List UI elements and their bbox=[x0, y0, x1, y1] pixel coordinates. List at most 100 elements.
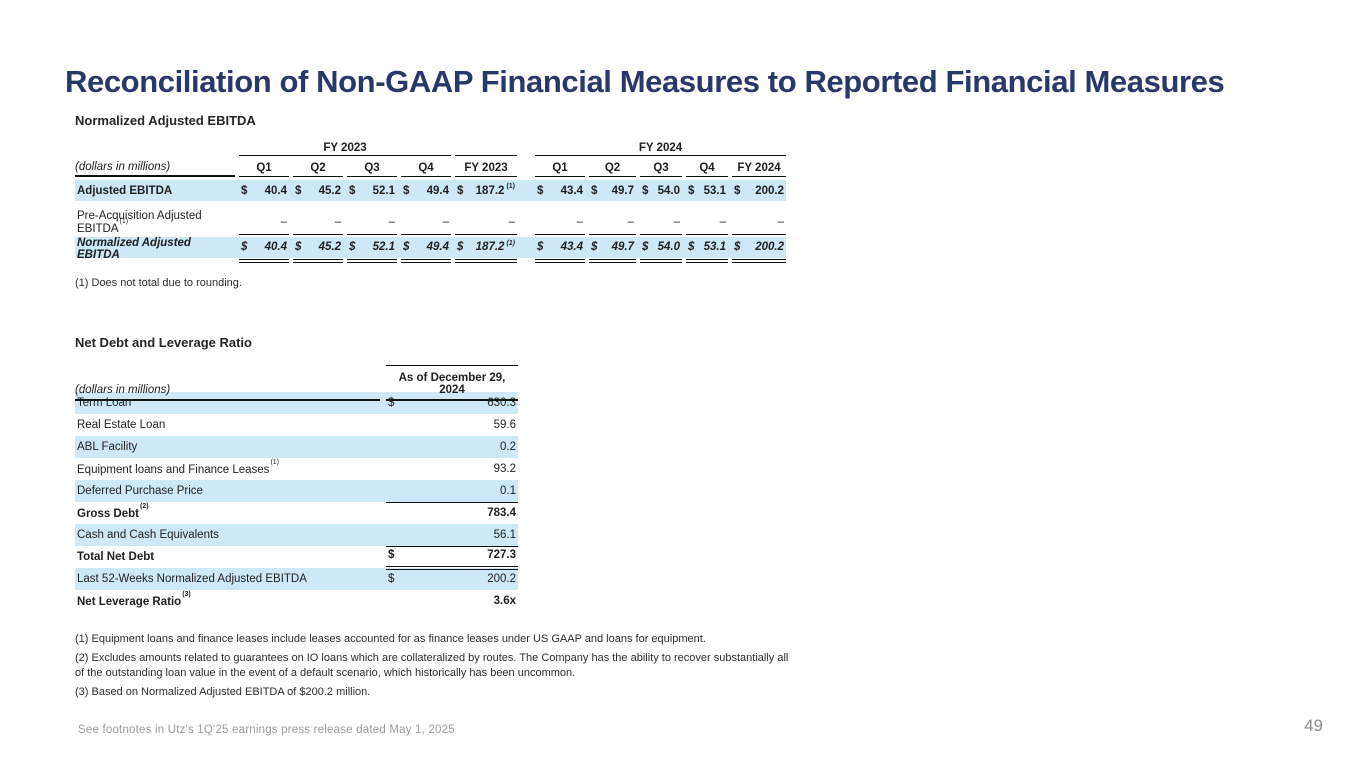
label-superscript: (1) bbox=[119, 218, 129, 225]
footnote-line: (3) Based on Normalized Adjusted EBITDA … bbox=[75, 686, 371, 698]
ebitda-footnote: (1) Does not total due to rounding. bbox=[75, 277, 242, 289]
table-cell: $52.1 bbox=[347, 235, 397, 263]
net-debt-table: (dollars in millions) As of December 29, … bbox=[75, 365, 518, 612]
table-cell: $49.4 bbox=[401, 180, 451, 201]
table-row: Normalized Adjusted EBITDA $40.4 $45.2 $52.… bbox=[75, 237, 786, 263]
units-label: (dollars in millions) bbox=[75, 384, 380, 401]
table-row: ABL Facility 0.2 bbox=[75, 436, 518, 458]
table-cell: $49.7 bbox=[589, 180, 636, 201]
row-label: ABL Facility bbox=[77, 441, 138, 453]
column-header: Q1 bbox=[239, 162, 289, 177]
cell-value: – bbox=[334, 215, 341, 228]
table-row: Deferred Purchase Price 0.1 bbox=[75, 480, 518, 503]
cell-value: 783.4 bbox=[487, 507, 516, 519]
row-label: Equipment loans and Finance Leases(1) bbox=[77, 458, 279, 476]
value-superscript: (1) bbox=[506, 239, 515, 247]
table-row: Term Loan $630.3 bbox=[75, 392, 518, 414]
cell-value: 0.2 bbox=[500, 441, 516, 453]
cell-value: 45.2 bbox=[318, 241, 341, 253]
table-row: Equipment loans and Finance Leases(1) 93.… bbox=[75, 458, 518, 480]
cell-value: 40.4 bbox=[264, 241, 287, 253]
page-title: Reconciliation of Non-GAAP Financial Mea… bbox=[65, 64, 1225, 99]
cell-value: 54.0 bbox=[657, 241, 680, 253]
row-label: Net Leverage Ratio(3) bbox=[77, 590, 191, 608]
spanner-fy2023: FY 2023 bbox=[239, 137, 451, 156]
row-label: Normalized Adjusted EBITDA bbox=[77, 237, 191, 261]
table-cell: $43.4 bbox=[535, 180, 585, 201]
table-cell: $53.1 bbox=[686, 235, 728, 263]
table-cell: – bbox=[732, 210, 786, 236]
table-row: Gross Debt(2) 783.4 bbox=[75, 502, 518, 524]
cell-value: – bbox=[280, 215, 287, 228]
ebitda-column-header-row: (dollars in millions) Q1 Q2 Q3 Q4 FY 2023 Q1 Q2… bbox=[75, 156, 786, 177]
column-header: As of December 29, 2024 bbox=[386, 365, 518, 401]
dollar-sign: $ bbox=[388, 549, 395, 561]
table-cell: $45.2 bbox=[293, 235, 343, 263]
table-cell: – bbox=[535, 210, 585, 236]
table-cell: $200.2 bbox=[386, 568, 518, 590]
value-superscript: (1) bbox=[506, 183, 515, 190]
table-cell: $49.4 bbox=[401, 235, 451, 263]
row-label: Real Estate Loan bbox=[77, 419, 166, 431]
table-cell: $52.1 bbox=[347, 180, 397, 201]
dollar-sign: $ bbox=[295, 241, 302, 253]
table-cell: 783.4 bbox=[386, 502, 518, 524]
dollar-sign: $ bbox=[403, 184, 410, 197]
cell-value: 53.1 bbox=[703, 241, 726, 253]
dollar-sign: $ bbox=[591, 241, 598, 253]
cell-value: 49.7 bbox=[611, 184, 634, 197]
table-row: Last 52-Weeks Normalized Adjusted EBITDA… bbox=[75, 568, 518, 590]
dollar-sign: $ bbox=[688, 184, 695, 197]
table-row: Total Net Debt $727.3 bbox=[75, 546, 518, 570]
table-cell: $187.2 (1) bbox=[455, 180, 517, 201]
table-cell: 56.1 bbox=[386, 524, 518, 547]
cell-value: 52.1 bbox=[372, 241, 395, 253]
table-cell: – bbox=[640, 210, 682, 236]
cell-value: 54.0 bbox=[657, 184, 680, 197]
column-header: Q4 bbox=[686, 162, 728, 177]
cell-value: 49.4 bbox=[426, 241, 449, 253]
cell-value: 3.6x bbox=[493, 595, 516, 607]
cell-value: 40.4 bbox=[264, 184, 287, 197]
table-cell: $40.4 bbox=[239, 180, 289, 201]
table-cell: $49.7 bbox=[589, 235, 636, 263]
footnote-line: (2) Excludes amounts related to guarante… bbox=[75, 652, 789, 679]
cell-value: 56.1 bbox=[493, 528, 516, 541]
cell-value: 43.4 bbox=[560, 184, 583, 197]
column-header: Q1 bbox=[535, 162, 585, 177]
cell-value: 49.4 bbox=[426, 184, 449, 197]
table-cell: – bbox=[455, 210, 517, 236]
table-cell: – bbox=[589, 210, 636, 236]
table-cell: $187.2 (1) bbox=[455, 235, 517, 263]
row-label: Last 52-Weeks Normalized Adjusted EBITDA bbox=[77, 573, 307, 585]
cell-value: 0.1 bbox=[500, 484, 516, 497]
column-header: Q2 bbox=[293, 162, 343, 177]
dollar-sign: $ bbox=[642, 241, 649, 253]
row-label: Gross Debt(2) bbox=[77, 502, 149, 520]
table-cell: 0.1 bbox=[386, 480, 518, 503]
dollar-sign: $ bbox=[734, 241, 741, 253]
table-row: Net Leverage Ratio(3) 3.6x bbox=[75, 590, 518, 612]
table-cell: $53.1 bbox=[686, 180, 728, 201]
cell-value: 630.3 bbox=[487, 397, 516, 409]
ebitda-spanner-row: FY 2023 FY 2024 bbox=[75, 139, 786, 156]
dollar-sign: $ bbox=[537, 241, 544, 253]
cell-value: 59.6 bbox=[493, 419, 516, 431]
column-header: Q3 bbox=[640, 162, 682, 177]
table-cell: – bbox=[239, 210, 289, 236]
cell-value: 53.1 bbox=[703, 184, 726, 197]
cell-value: 200.2 bbox=[755, 241, 784, 253]
row-label: Adjusted EBITDA bbox=[77, 184, 173, 197]
cell-value: – bbox=[673, 215, 680, 228]
cell-value: – bbox=[777, 215, 784, 228]
dollar-sign: $ bbox=[241, 184, 248, 197]
dollar-sign: $ bbox=[688, 241, 695, 253]
column-header: FY 2023 bbox=[455, 162, 517, 177]
row-label: Total Net Debt bbox=[77, 551, 155, 563]
cell-value: 49.7 bbox=[611, 241, 634, 253]
cell-value: 200.2 bbox=[755, 184, 784, 197]
table-cell: – bbox=[347, 210, 397, 236]
column-header: FY 2024 bbox=[732, 162, 786, 177]
cell-value: 43.4 bbox=[560, 241, 583, 253]
